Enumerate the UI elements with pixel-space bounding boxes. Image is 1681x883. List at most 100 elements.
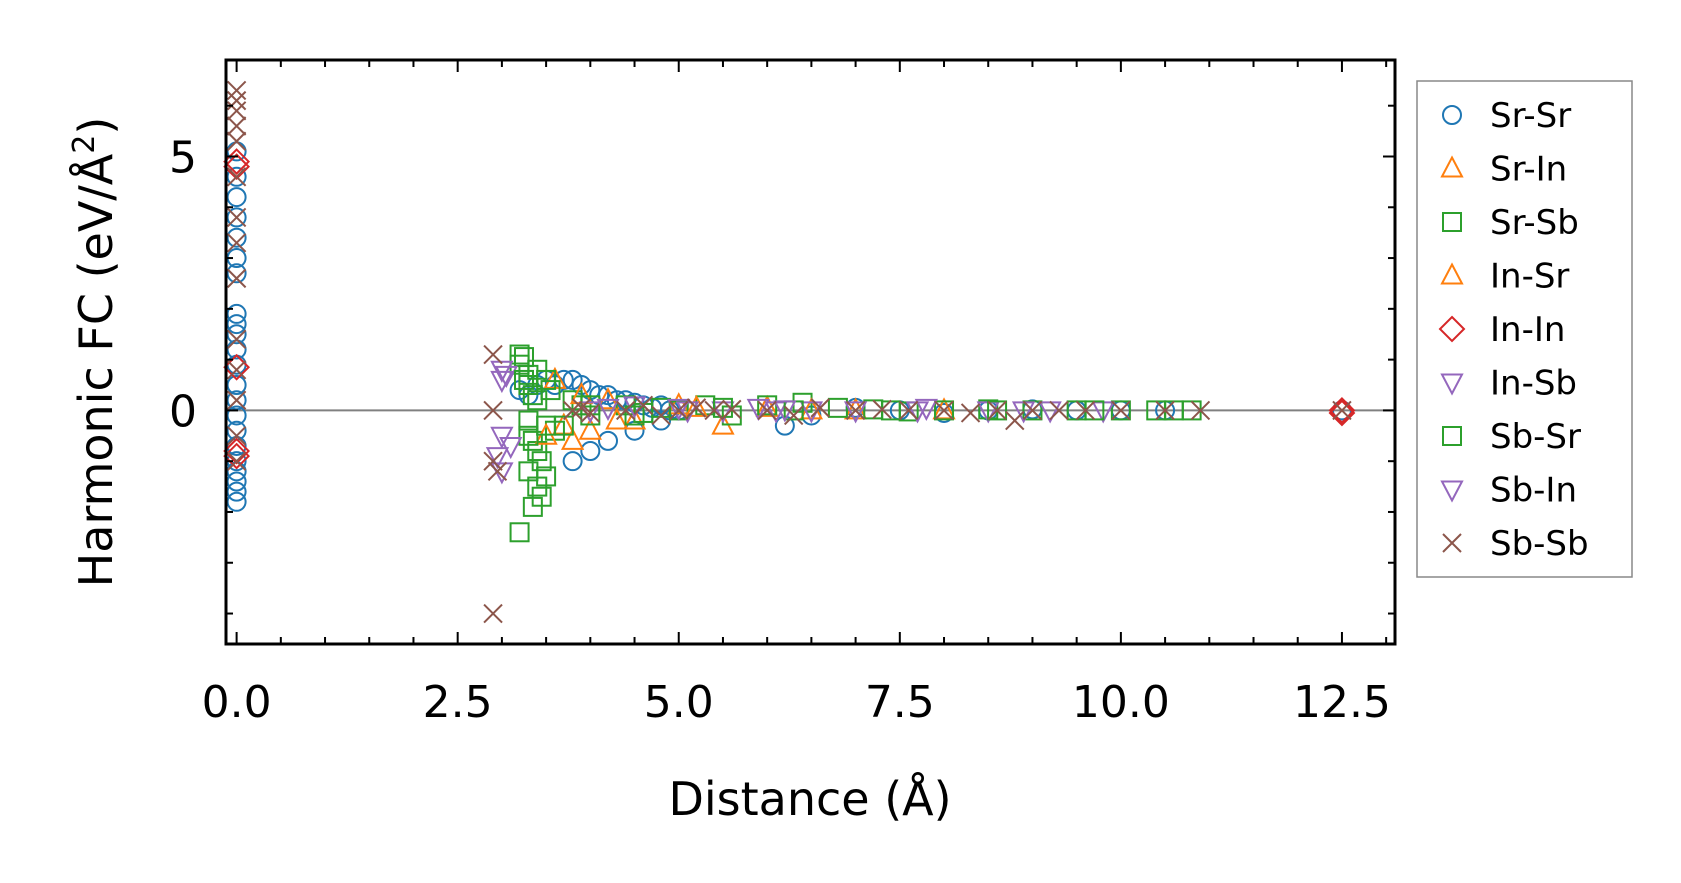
point-sr-sb [531, 451, 552, 472]
point-in-in [1328, 399, 1356, 427]
point-sr-sr [226, 481, 247, 502]
point-sb-sb [487, 461, 508, 482]
point-sr-sb [509, 522, 530, 543]
point-in-in [223, 148, 251, 175]
legend-label-in-sb: In-Sb [1490, 364, 1577, 404]
point-sr-sb [509, 344, 530, 365]
point-sr-sb [536, 369, 557, 390]
point-sr-sb [518, 461, 539, 482]
point-sr-sb [934, 400, 955, 421]
legend-label-in-sr: In-Sr [1490, 257, 1569, 297]
point-sr-sb [863, 399, 884, 420]
legend-marker-in-in [1438, 315, 1466, 343]
point-sr-sb [580, 405, 601, 426]
point-sb-sr [624, 405, 645, 426]
point-in-sb [485, 447, 510, 470]
point-sb-sb [651, 405, 671, 426]
legend-label-sr-sb: Sr-Sb [1490, 203, 1579, 243]
point-sb-sb [934, 400, 954, 421]
legend-marker-sr-sr [1442, 105, 1462, 125]
point-sb-sb [960, 403, 981, 423]
point-sr-in [560, 427, 585, 450]
point-sb-sb [898, 400, 919, 421]
point-sb-sb [226, 426, 247, 446]
point-in-in [223, 353, 251, 381]
point-sr-sr [226, 303, 247, 324]
point-sr-sr [226, 187, 247, 208]
legend-box [1416, 80, 1633, 578]
point-sb-sb [226, 116, 247, 136]
point-sb-sr [527, 390, 548, 411]
y-axis-label-superscript: 2 [67, 135, 102, 154]
point-in-sr [799, 397, 824, 420]
point-sr-sb [827, 397, 848, 418]
point-sb-sb [226, 390, 247, 410]
point-sr-sr [226, 227, 247, 248]
x-tick-label: 10.0 [1072, 677, 1170, 728]
point-in-sr [605, 407, 629, 430]
data-layer [223, 80, 1356, 624]
point-sb-sb [1332, 400, 1352, 421]
point-sb-sb [226, 233, 247, 253]
point-sb-sb [987, 400, 1007, 421]
point-sb-sb [783, 405, 804, 426]
point-sb-sb [580, 403, 601, 423]
point-in-in [223, 437, 251, 465]
legend-marker-sb-sr [1442, 426, 1462, 446]
point-sr-sr [226, 390, 247, 411]
point-sb-sb [226, 80, 247, 101]
point-sr-sr [226, 471, 247, 492]
point-sb-sb [686, 398, 707, 418]
point-sb-in [499, 436, 523, 460]
point-sb-sb [1075, 400, 1096, 421]
legend-marker-in-sr [1440, 262, 1464, 285]
point-sb-sb [226, 90, 247, 111]
point-sr-sr [226, 491, 247, 512]
point-sr-sr [226, 375, 247, 396]
point-sb-sb [1022, 400, 1043, 421]
x-tick-label: 5.0 [644, 677, 714, 728]
point-sb-sb [226, 360, 247, 380]
point-sb-in [490, 370, 514, 394]
point-sb-sb [757, 400, 777, 421]
y-tick-label: 0 [169, 386, 197, 437]
point-sb-sb [845, 400, 866, 421]
point-sb-sb [1111, 400, 1131, 421]
plot-frame [224, 58, 1397, 646]
x-tick-label: 12.5 [1293, 677, 1391, 728]
point-in-in [223, 153, 251, 181]
legend-label-sb-sr: Sb-Sr [1490, 417, 1581, 457]
point-sr-sb [522, 430, 543, 451]
point-sb-sr [536, 415, 557, 436]
legend-label-in-in: In-In [1490, 310, 1565, 350]
point-sb-sb [704, 400, 724, 421]
x-tick-label: 7.5 [865, 677, 935, 728]
legend-label-sr-sr: Sr-Sr [1490, 96, 1571, 136]
point-sr-sr [226, 166, 247, 187]
x-tick-label: 2.5 [423, 677, 493, 728]
point-in-sb [914, 398, 938, 422]
point-in-sb [843, 401, 868, 424]
point-sr-sr [226, 207, 247, 228]
point-sb-sb [1190, 400, 1211, 421]
point-sb-in [596, 398, 620, 422]
legend-marker-in-sb [1440, 373, 1464, 396]
legend-marker-sr-in [1440, 155, 1464, 178]
y-tick-label: 5 [169, 132, 197, 183]
point-sr-in [596, 387, 620, 410]
point-sb-sb [722, 399, 742, 420]
tick-layer: 0.0 2.5 5.0 7.5 10.0 12.5 0 5 [169, 60, 1395, 728]
point-sr-sr [580, 441, 601, 462]
legend-marker-sb-sb [1442, 533, 1462, 553]
x-axis-label: Distance (Å) [668, 772, 951, 826]
legend-label-sb-in: Sb-In [1490, 471, 1577, 511]
point-sb-sr [513, 369, 534, 390]
y-axis-label: Harmonic FC (eV/Å2) [67, 117, 123, 588]
point-sr-sb [1110, 400, 1131, 421]
point-sb-sb [633, 395, 654, 416]
y-axis-label-close: ) [69, 117, 123, 135]
point-sb-sb [226, 451, 247, 471]
point-sb-sb [1005, 410, 1025, 431]
point-sb-sb [226, 101, 247, 121]
